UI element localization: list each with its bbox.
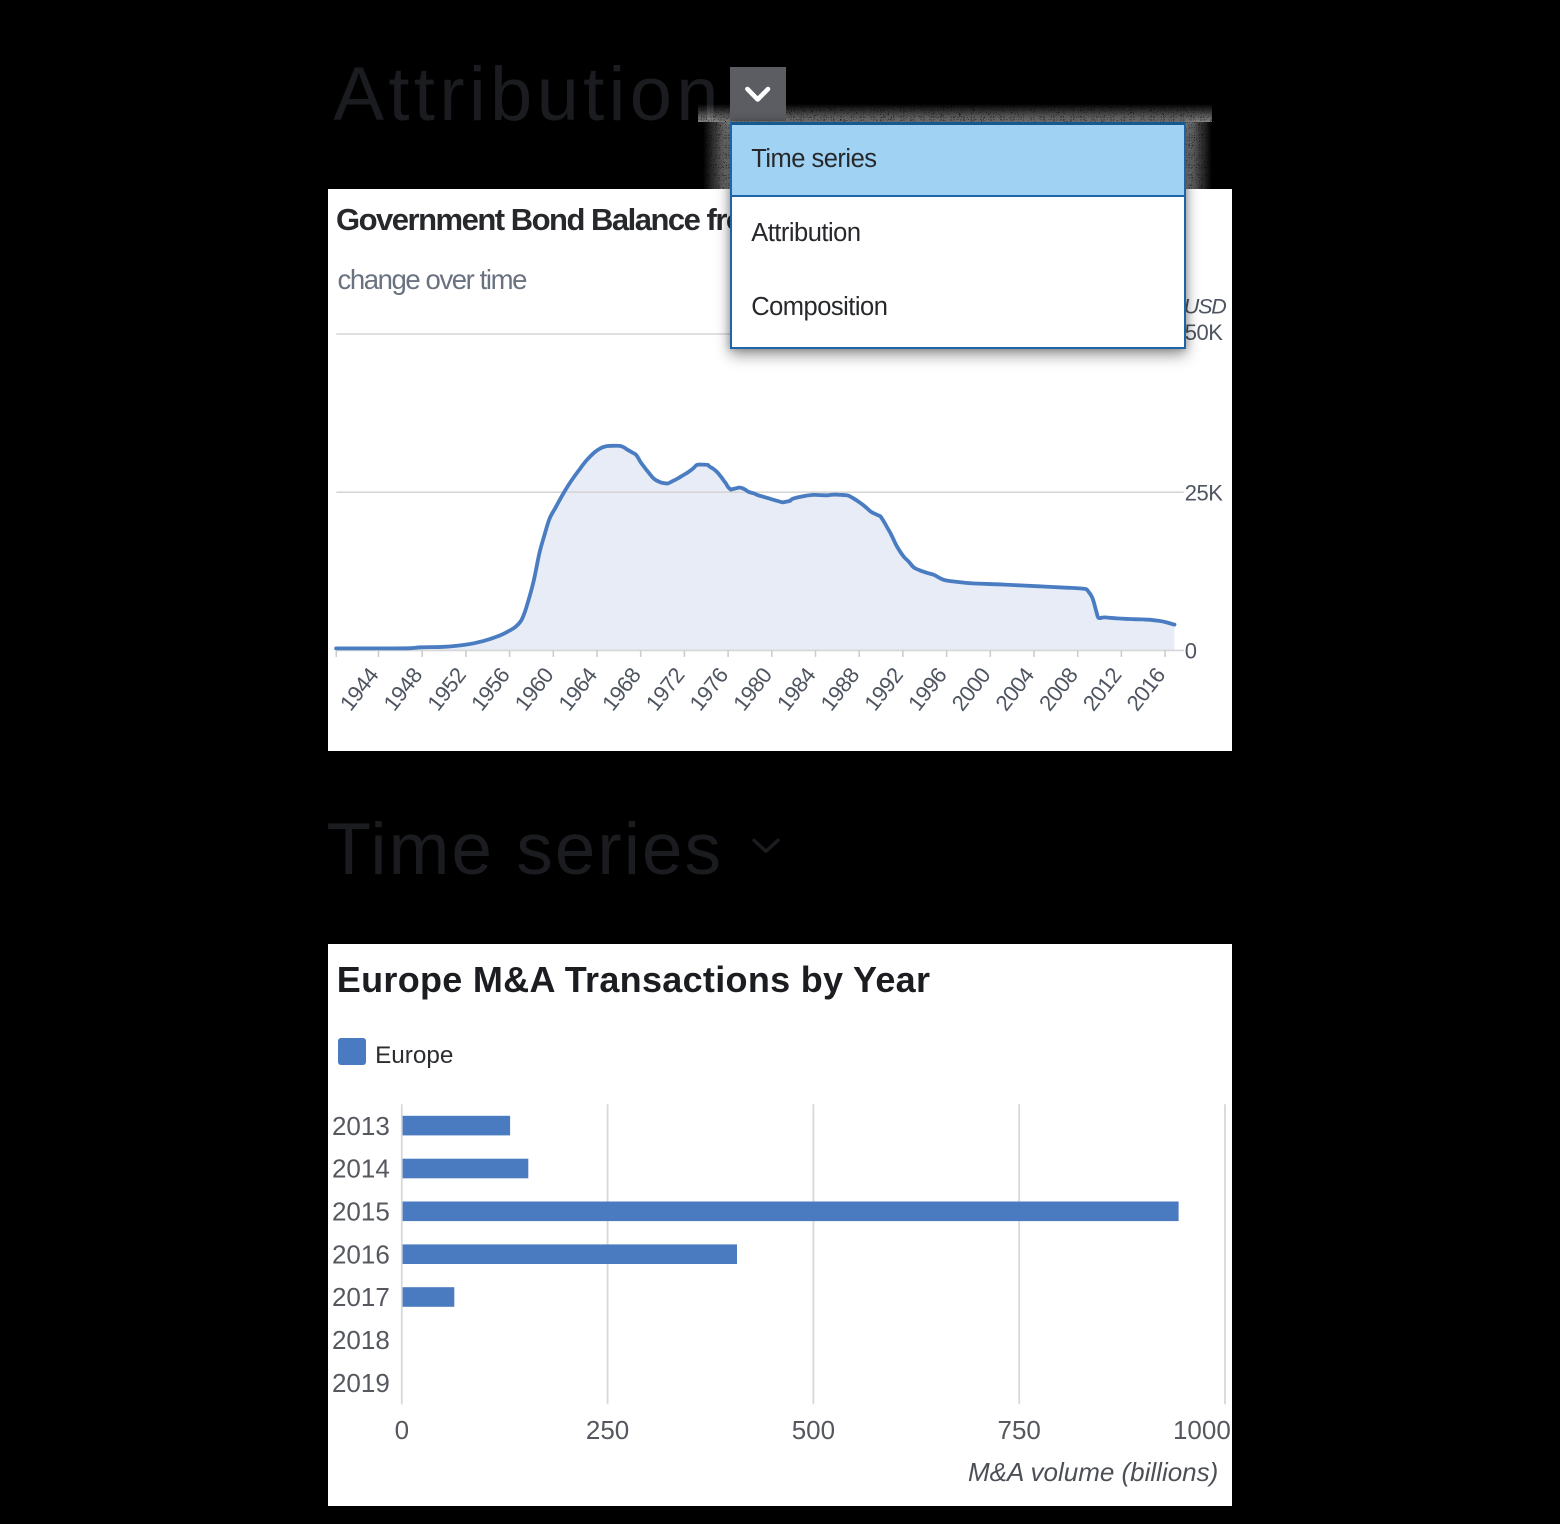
svg-text:2013: 2013: [332, 1111, 390, 1141]
svg-text:1956: 1956: [466, 663, 515, 716]
svg-text:2012: 2012: [1077, 663, 1126, 716]
svg-text:1948: 1948: [378, 663, 427, 716]
svg-text:2015: 2015: [332, 1196, 390, 1226]
svg-text:50K: 50K: [1184, 321, 1222, 346]
svg-text:1964: 1964: [553, 663, 602, 716]
svg-text:1972: 1972: [640, 663, 689, 716]
svg-text:25K: 25K: [1184, 481, 1222, 506]
svg-text:2019: 2019: [332, 1368, 390, 1398]
svg-text:0: 0: [1184, 639, 1196, 664]
svg-text:0: 0: [394, 1415, 408, 1445]
svg-text:M&A volume (billions): M&A volume (billions): [968, 1457, 1218, 1487]
svg-text:1952: 1952: [422, 663, 471, 716]
svg-text:2014: 2014: [332, 1153, 390, 1183]
svg-text:1976: 1976: [684, 663, 733, 716]
svg-text:1000: 1000: [1173, 1415, 1231, 1445]
svg-text:1984: 1984: [772, 663, 821, 716]
svg-text:2016: 2016: [1121, 663, 1170, 716]
svg-text:1996: 1996: [903, 663, 952, 716]
svg-text:250: 250: [586, 1415, 629, 1445]
svg-text:USD: USD: [1183, 295, 1225, 319]
svg-text:2008: 2008: [1034, 663, 1083, 716]
svg-text:1980: 1980: [728, 663, 777, 716]
svg-text:1944: 1944: [335, 663, 384, 716]
svg-text:1988: 1988: [815, 663, 864, 716]
svg-text:750: 750: [997, 1415, 1040, 1445]
svg-text:2016: 2016: [332, 1239, 390, 1269]
svg-text:2017: 2017: [332, 1282, 390, 1312]
svg-text:1992: 1992: [859, 663, 908, 716]
svg-text:2004: 2004: [990, 663, 1039, 716]
svg-text:1968: 1968: [597, 663, 646, 716]
svg-text:1960: 1960: [509, 663, 558, 716]
svg-text:2018: 2018: [332, 1325, 390, 1355]
svg-text:500: 500: [791, 1415, 834, 1445]
svg-text:2000: 2000: [946, 663, 995, 716]
